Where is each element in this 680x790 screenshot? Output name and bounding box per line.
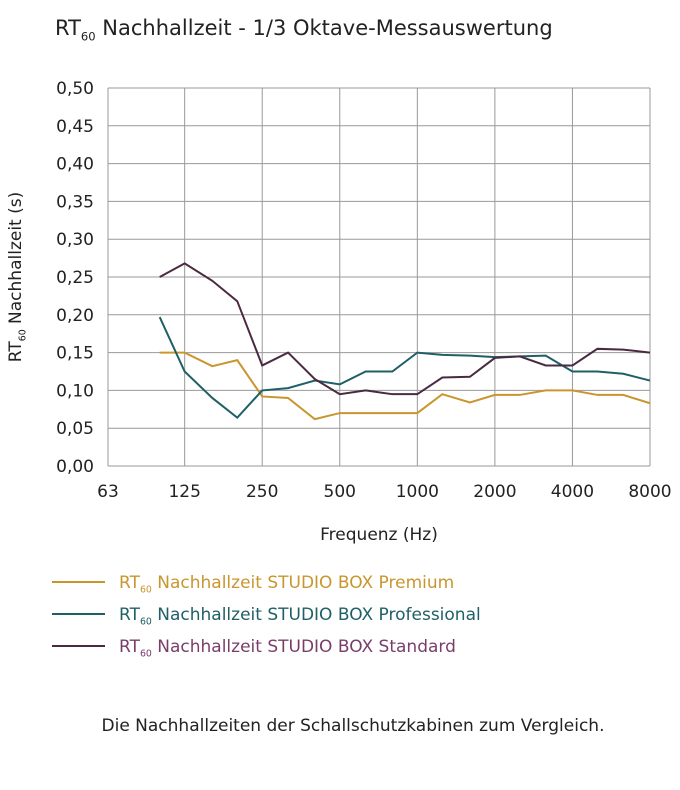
y-tick-label: 0,30 xyxy=(56,230,94,250)
series-line-0 xyxy=(159,351,651,421)
chart-title: RT60 Nachhallzeit - 1/3 Oktave-Messauswe… xyxy=(55,16,553,43)
series-line-1 xyxy=(158,316,651,419)
legend-label: RT60 Nachhallzeit STUDIO BOX Standard xyxy=(119,637,456,659)
y-axis-label-group: RT60 Nachhallzeit (s) xyxy=(6,192,28,362)
caption: Die Nachhallzeiten der Schallschutzkabin… xyxy=(102,716,605,736)
y-tick-label: 0,20 xyxy=(56,306,94,326)
legend-label: RT60 Nachhallzeit STUDIO BOX Premium xyxy=(119,573,454,595)
x-tick-label: 8000 xyxy=(628,482,671,502)
y-tick-label: 0,50 xyxy=(56,79,94,99)
series-line-2 xyxy=(159,262,651,396)
y-tick-label: 0,10 xyxy=(56,381,94,401)
x-tick-label: 500 xyxy=(324,482,356,502)
y-axis-label: RT60 Nachhallzeit (s) xyxy=(6,192,28,362)
x-tick-label: 250 xyxy=(246,482,278,502)
y-tick-label: 0,40 xyxy=(56,155,94,175)
y-tick-label: 0,00 xyxy=(56,457,94,477)
x-tick-label: 1000 xyxy=(396,482,439,502)
x-tick-label: 2000 xyxy=(473,482,516,502)
y-tick-label: 0,35 xyxy=(56,192,94,212)
x-tick-label: 63 xyxy=(97,482,119,502)
x-tick-label: 125 xyxy=(168,482,200,502)
legend-label: RT60 Nachhallzeit STUDIO BOX Professiona… xyxy=(119,605,481,627)
x-axis-label: Frequenz (Hz) xyxy=(320,525,438,545)
y-tick-label: 0,25 xyxy=(56,268,94,288)
x-tick-label: 4000 xyxy=(551,482,594,502)
y-tick-label: 0,15 xyxy=(56,344,94,364)
y-tick-label: 0,05 xyxy=(56,419,94,439)
y-tick-label: 0,45 xyxy=(56,117,94,137)
